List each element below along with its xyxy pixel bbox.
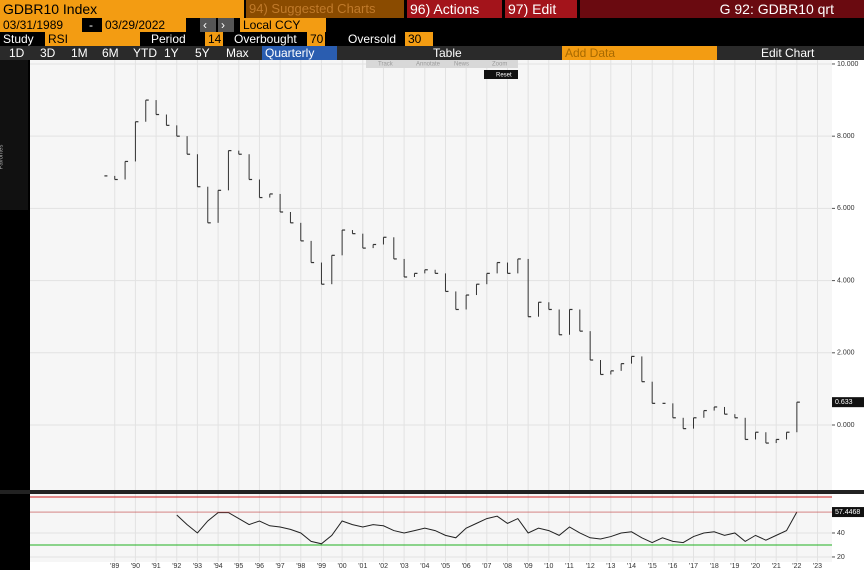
x-tick-label: '93 [193, 563, 202, 570]
range-button[interactable]: 1Y [164, 46, 179, 60]
oversold-label: Oversold [348, 32, 397, 46]
frequency-select[interactable]: Quarterly [262, 46, 337, 60]
y-tick-label: 2.000 [837, 350, 855, 357]
annotate-toolbar [366, 60, 518, 68]
last-value-label: 0.633 [835, 399, 853, 406]
range-button[interactable]: Max [226, 46, 249, 60]
x-tick-label: '05 [441, 563, 450, 570]
x-tick-label: '99 [317, 563, 326, 570]
oversold-field[interactable]: 30 [405, 32, 433, 46]
x-tick-label: '14 [627, 563, 636, 570]
x-tick-label: '94 [214, 563, 223, 570]
y-tick-label: 8.000 [837, 133, 855, 140]
next-button[interactable]: › [218, 18, 234, 32]
y-tick-label: 0.000 [837, 422, 855, 429]
annotate-tool: News [454, 62, 469, 68]
overbought-label: Overbought [234, 32, 297, 46]
date-separator: - [89, 18, 93, 32]
x-tick-label: '97 [276, 563, 285, 570]
y-tick-label: 4.000 [837, 277, 855, 284]
y-tick-label: 20 [837, 554, 845, 561]
x-tick-label: '08 [503, 563, 512, 570]
period-label: Period [151, 32, 186, 46]
add-data[interactable]: Add Data [562, 46, 717, 60]
x-tick-label: '21 [772, 563, 781, 570]
last-value-box [832, 397, 864, 408]
edit-chart[interactable]: Edit Chart [761, 46, 815, 60]
x-tick-label: '22 [792, 563, 801, 570]
y-tick-label: 40 [837, 530, 845, 537]
x-tick-label: '20 [751, 563, 760, 570]
x-tick-label: '91 [152, 563, 161, 570]
study-select[interactable]: RSI [45, 32, 140, 46]
annotate-tool: Annotate [416, 62, 441, 68]
range-button[interactable]: YTD [133, 46, 157, 60]
last-value-label: 57.4468 [835, 509, 860, 516]
x-tick-label: '13 [606, 563, 615, 570]
start-date[interactable]: 03/31/1989 [0, 18, 82, 32]
x-tick-label: '09 [524, 563, 533, 570]
x-tick-label: '06 [462, 563, 471, 570]
x-tick-label: '89 [110, 563, 119, 570]
x-tick-label: '19 [730, 563, 739, 570]
x-tick-label: '10 [544, 563, 553, 570]
period-field[interactable]: 14 [205, 32, 223, 46]
tool-palette [0, 60, 28, 210]
chart: 10.000 8.000 6.000 4.000 2.000 0.000 0.633 40 20… [0, 60, 864, 570]
x-tick-label: '16 [668, 563, 677, 570]
y-tick-label: 6.000 [837, 205, 855, 212]
study-label: Study [3, 32, 34, 46]
end-date[interactable]: 03/29/2022 [102, 18, 186, 32]
pane-separator [0, 490, 864, 494]
prev-button[interactable]: ‹ [200, 18, 216, 32]
last-value-box [832, 507, 864, 518]
x-tick-label: '12 [586, 563, 595, 570]
reset-label: Reset [496, 73, 512, 79]
range-button[interactable]: 1D [9, 46, 25, 60]
x-tick-label: '18 [710, 563, 719, 570]
annotate-tool: Track [378, 62, 394, 68]
suggested-charts[interactable]: 94) Suggested Charts [246, 0, 404, 18]
x-tick-label: '00 [338, 563, 347, 570]
rsi-axis-bg [832, 494, 864, 562]
range-button[interactable]: 6M [102, 46, 119, 60]
currency-select[interactable]: Local CCY [240, 18, 326, 32]
overbought-field[interactable]: 70 [307, 32, 325, 46]
range-button[interactable]: 1M [71, 46, 88, 60]
x-tick-label: '02 [379, 563, 388, 570]
table-button[interactable]: Table [433, 46, 462, 60]
x-tick-label: '07 [482, 563, 491, 570]
x-tick-label: '90 [131, 563, 140, 570]
x-tick-label: '98 [296, 563, 305, 570]
x-tick-label: '95 [234, 563, 243, 570]
x-axis-bg [30, 562, 864, 570]
x-tick-label: '17 [689, 563, 698, 570]
reset-button [484, 70, 518, 79]
x-tick-label: '04 [420, 563, 429, 570]
edit-menu[interactable]: 97) Edit [505, 0, 577, 18]
page-title: G 92: GDBR10 qrt [580, 0, 864, 18]
annotate-tool: Zoom [492, 62, 507, 68]
rsi-plot-bg [30, 494, 832, 562]
price-axis-bg [832, 60, 864, 490]
x-tick-label: '11 [565, 563, 574, 570]
price-plot-bg [30, 60, 832, 490]
x-tick-label: '03 [400, 563, 409, 570]
x-tick-label: '01 [358, 563, 367, 570]
y-tick-label: 10.000 [837, 61, 859, 68]
x-tick-label: '15 [648, 563, 657, 570]
security-field[interactable]: GDBR10 Index [0, 0, 244, 18]
x-tick-label: '23 [813, 563, 822, 570]
range-button[interactable]: 5Y [195, 46, 210, 60]
rsi-line [176, 511, 798, 545]
x-tick-label: '92 [172, 563, 181, 570]
x-tick-label: '96 [255, 563, 264, 570]
range-button[interactable]: 3D [40, 46, 56, 60]
actions-menu[interactable]: 96) Actions [407, 0, 502, 18]
